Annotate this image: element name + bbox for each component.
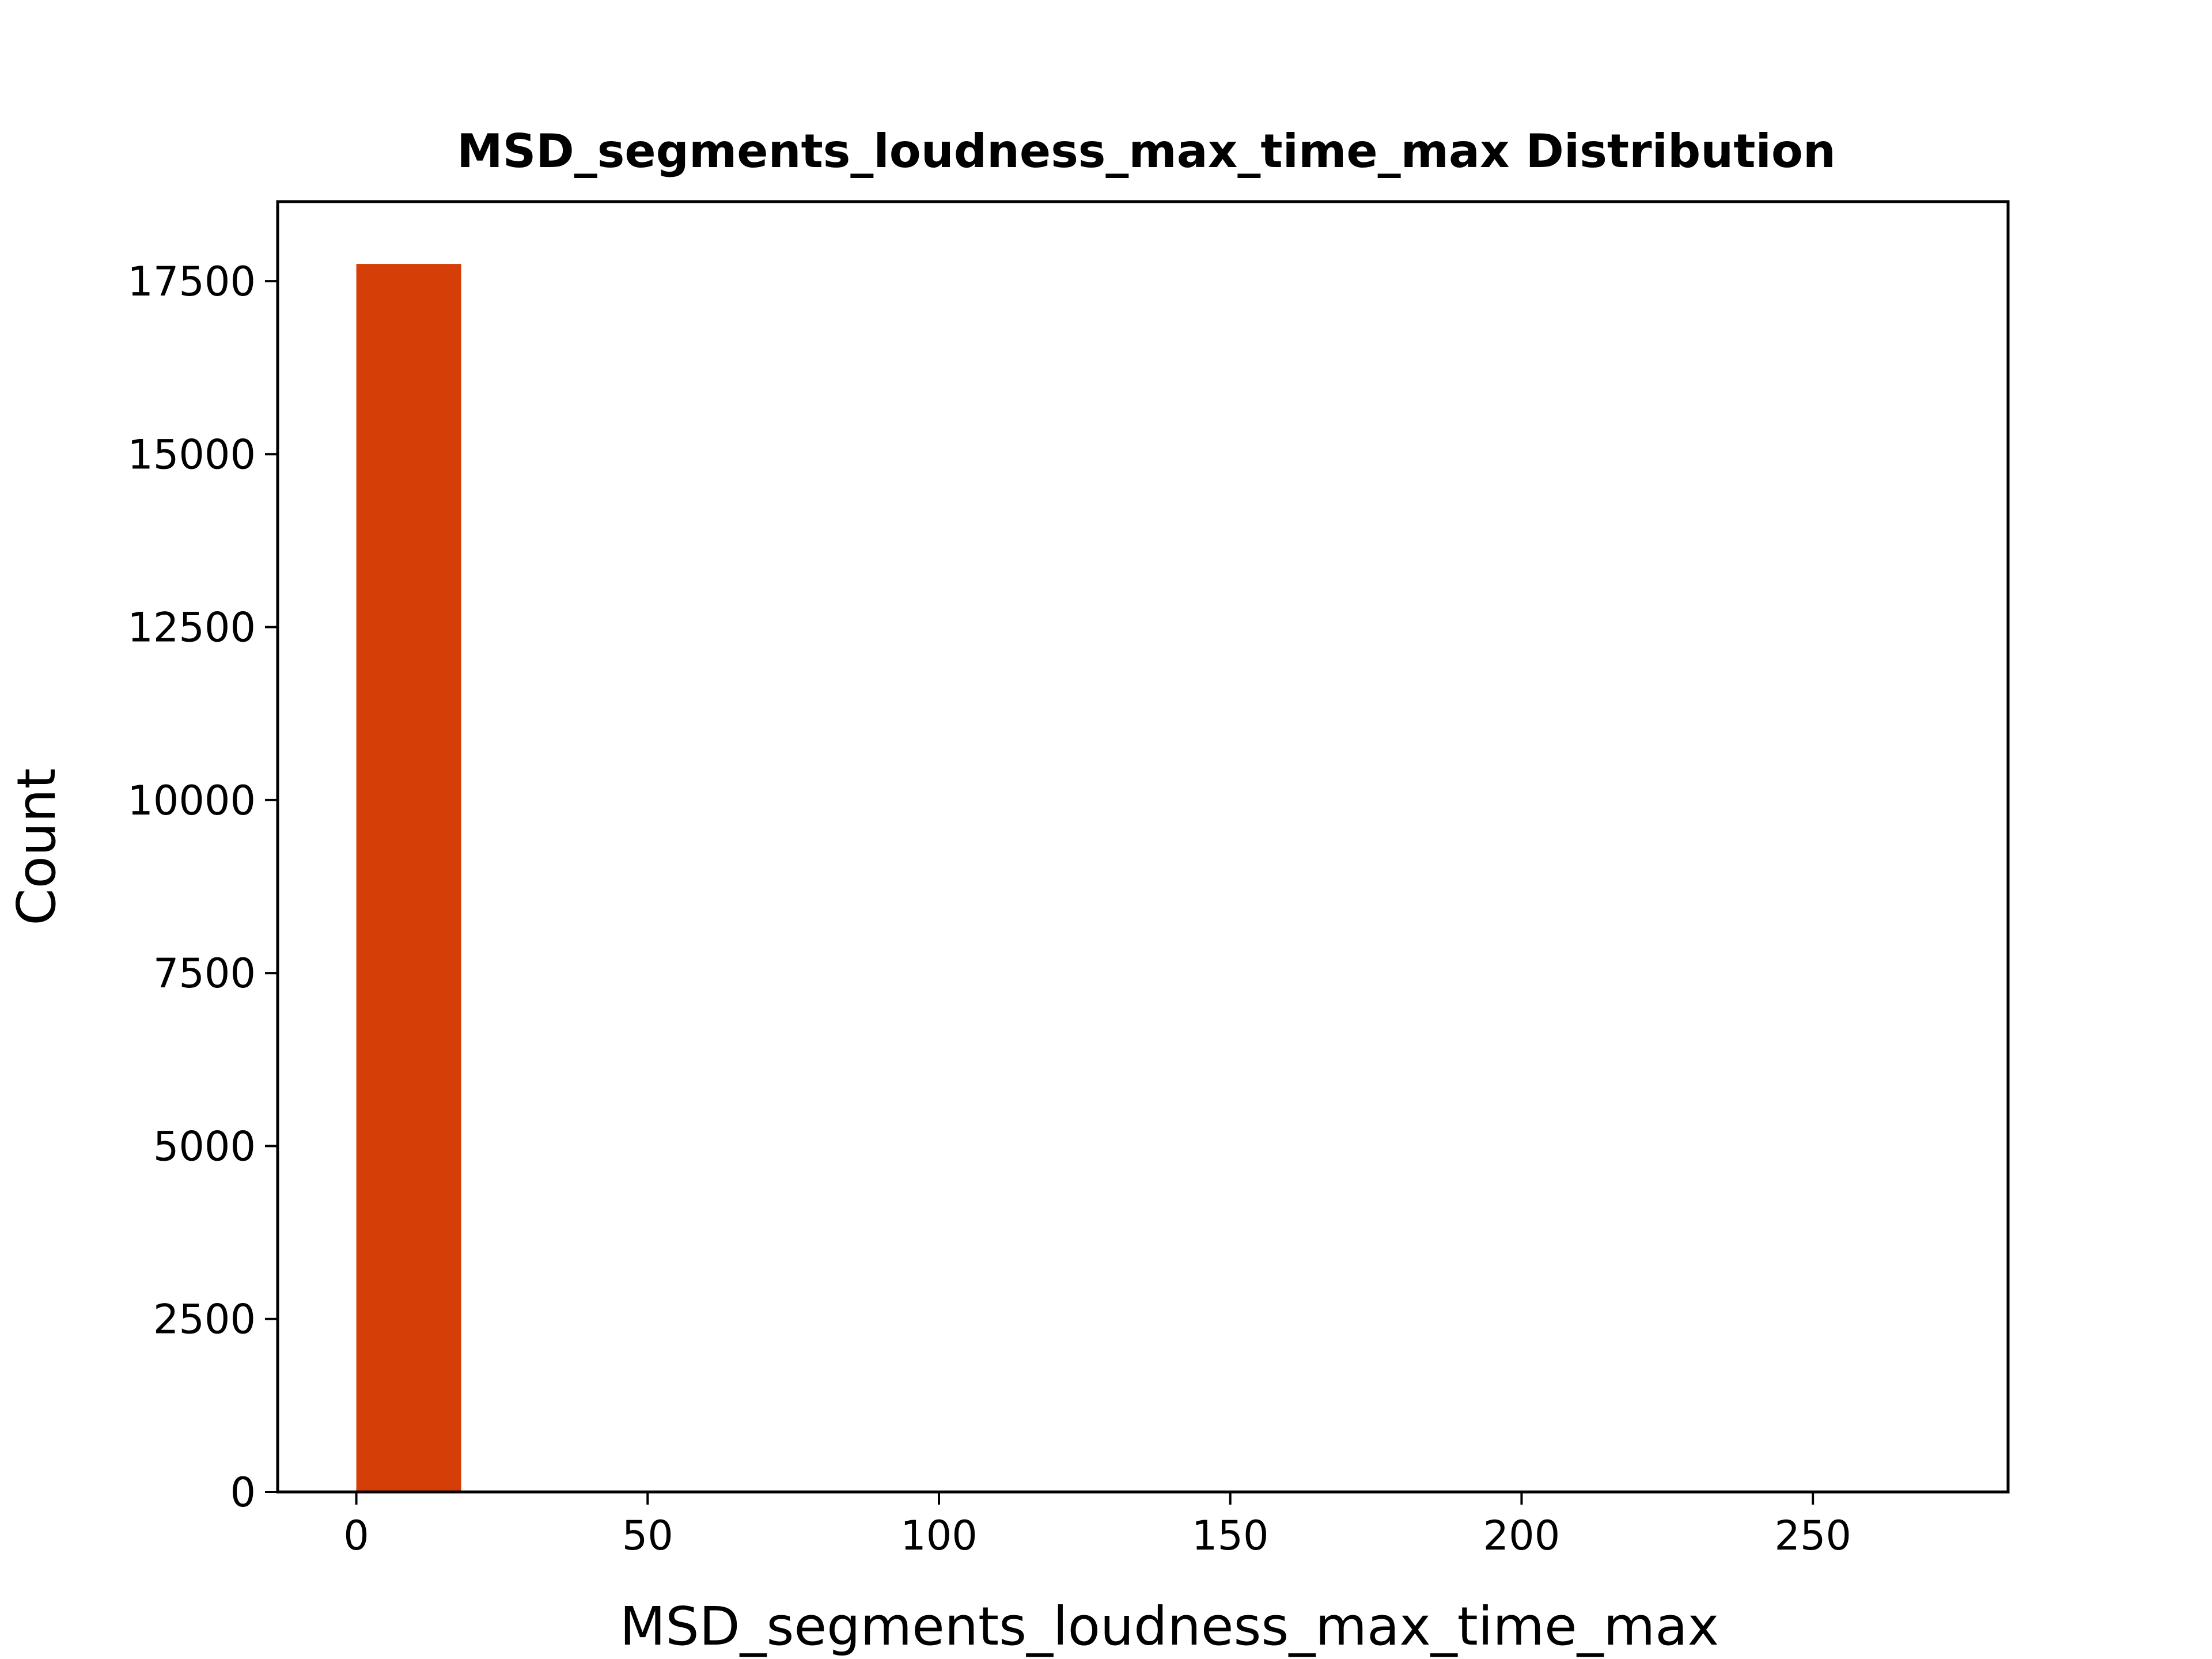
y-axis-label: Count xyxy=(6,768,67,925)
x-tick-label: 200 xyxy=(1483,1512,1560,1559)
plot-frame xyxy=(276,200,2010,1494)
x-tick-label: 250 xyxy=(1774,1512,1851,1559)
y-tick-label: 7500 xyxy=(153,950,256,997)
histogram-bar-0 xyxy=(356,264,461,1493)
x-tick-label: 150 xyxy=(1192,1512,1269,1559)
x-tick-label: 100 xyxy=(900,1512,978,1559)
y-tick-label: 5000 xyxy=(153,1123,256,1170)
x-axis-ticks: 0 50 100 150 200 250 xyxy=(343,1492,1851,1559)
bars-group xyxy=(356,264,461,1493)
y-tick-label: 12500 xyxy=(127,604,256,652)
y-tick-label: 2500 xyxy=(153,1296,256,1343)
x-axis-label: MSD_segments_loudness_max_time_max xyxy=(620,1596,1719,1657)
y-tick-label: 17500 xyxy=(127,258,256,305)
x-tick-label: 0 xyxy=(343,1512,369,1559)
y-tick-label: 10000 xyxy=(127,777,256,824)
y-tick-label: 0 xyxy=(230,1469,256,1516)
x-tick-label: 50 xyxy=(622,1512,673,1559)
y-tick-label: 15000 xyxy=(127,431,256,478)
chart-title: MSD_segments_loudness_max_time_max Distr… xyxy=(457,124,1836,178)
y-axis-ticks: 0 2500 5000 7500 10000 12500 15000 17500 xyxy=(127,258,278,1516)
